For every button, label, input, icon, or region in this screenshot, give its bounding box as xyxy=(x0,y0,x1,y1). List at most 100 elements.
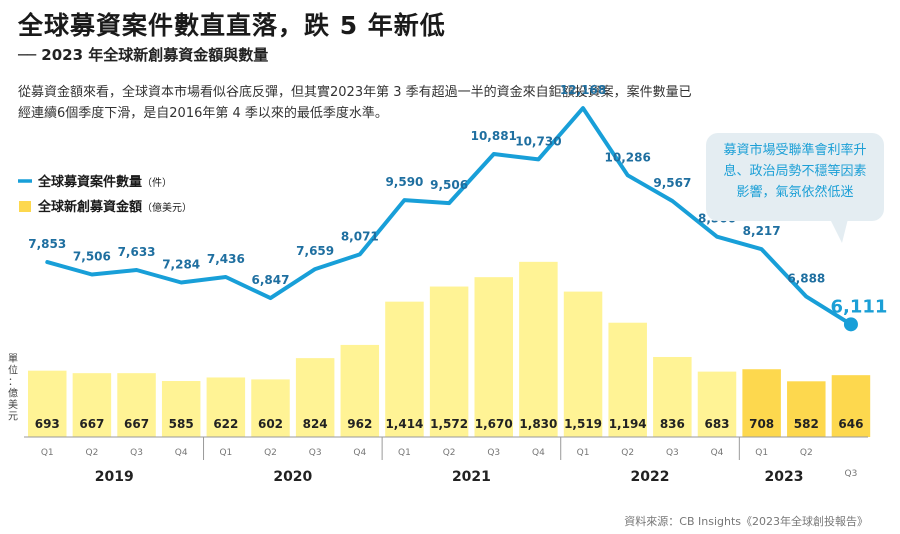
annotation-callout: 募資市場受聯準會利率升 息、政治局勢不穩等因素 影響，氣氛依然低迷 xyxy=(706,133,884,243)
intro-text: 從募資金額來看，全球資本市場看似谷底反彈，但其實2023年第 3 季有超過一半的… xyxy=(18,82,818,124)
x-axis: Q1 Q2 Q3 Q4 Q1 Q2 Q3 Q4 Q1 Q2 Q3 Q4 Q1 Q2 Q3 Q4 Q1 Q2 Q3 20… xyxy=(24,436,868,485)
bar-label-9: 1,572 xyxy=(430,417,468,431)
line-label-16: 8,217 xyxy=(743,224,781,238)
bar-16 xyxy=(742,369,781,437)
bar-label-16: 708 xyxy=(749,417,774,431)
line-label-14: 9,567 xyxy=(653,176,691,190)
bar-14 xyxy=(653,356,692,437)
bar-label-8: 1,414 xyxy=(385,417,423,431)
bar-4 xyxy=(206,377,246,437)
legend-bar-swatch xyxy=(19,201,31,212)
line-label-1: 7,506 xyxy=(73,250,111,264)
bar-label-7: 962 xyxy=(347,417,372,431)
tick-label-12: Q1 xyxy=(577,448,590,458)
intro-line-1: 從募資金額來看，全球資本市場看似谷底反彈，但其實2023年第 3 季有超過一半的… xyxy=(18,85,692,100)
bar-15 xyxy=(697,371,737,437)
bar-18 xyxy=(831,375,871,437)
bar-label-0: 693 xyxy=(35,417,60,431)
bar-label-17: 582 xyxy=(794,417,819,431)
line-label-5: 6,847 xyxy=(252,273,290,287)
unit-char: 單 xyxy=(8,353,18,365)
bar-label-6: 824 xyxy=(303,417,328,431)
tick-label-3: Q4 xyxy=(175,448,188,458)
line-series: 7,853 7,506 7,633 7,284 7,436 6,847 7,659 8,071… xyxy=(28,83,887,332)
tick-label-15: Q4 xyxy=(711,448,724,458)
intro-line-2: 經連續6個季度下滑，是自2016年第 4 季以來的最低季度水準。 xyxy=(18,106,388,121)
bar-3 xyxy=(161,381,201,437)
bar-series xyxy=(28,261,871,437)
bar-11 xyxy=(519,261,558,437)
tick-label-2: Q3 xyxy=(130,448,143,458)
bar-1 xyxy=(72,373,112,437)
line-label-9: 9,506 xyxy=(430,178,468,192)
callout-line-1: 募資市場受聯準會利率升 xyxy=(723,143,867,158)
bar-9 xyxy=(429,286,469,437)
bar-5 xyxy=(251,379,290,437)
tick-label-13: Q2 xyxy=(621,448,634,458)
unit-char: 位 xyxy=(8,364,18,377)
bar-6 xyxy=(295,358,335,437)
line-label-17: 6,888 xyxy=(787,272,825,286)
bar-8 xyxy=(385,301,424,437)
tick-label-8: Q1 xyxy=(398,448,411,458)
bar-2 xyxy=(117,373,156,437)
year-label-2020: 2020 xyxy=(273,469,312,485)
legend: 全球募資案件數量（件） 全球新創募資金額（億美元） xyxy=(18,174,192,215)
bar-label-1: 667 xyxy=(79,417,104,431)
bar-label-3: 585 xyxy=(169,417,194,431)
bar-label-5: 602 xyxy=(258,417,283,431)
callout-line-2: 息、政治局勢不穩等因素 xyxy=(723,164,867,179)
line-label-18: 6,111 xyxy=(830,296,887,317)
bar-13 xyxy=(608,322,647,437)
line-label-3: 7,284 xyxy=(162,257,200,271)
line-label-11: 10,730 xyxy=(515,134,561,148)
bar-7 xyxy=(340,344,380,437)
y-unit-label: 單位：億美元 xyxy=(8,353,18,423)
tick-label-17: Q2 xyxy=(800,448,813,458)
unit-char: 億 xyxy=(8,387,18,400)
bar-label-11: 1,830 xyxy=(519,417,557,431)
bar-label-2: 667 xyxy=(124,417,149,431)
line-label-13: 10,286 xyxy=(605,150,651,164)
tick-label-16: Q1 xyxy=(755,448,768,458)
tick-label-4: Q1 xyxy=(219,448,232,458)
tick-label-0: Q1 xyxy=(41,448,54,458)
callout-line-3: 影響，氣氛依然低迷 xyxy=(736,185,854,200)
legend-bar-label: 全球新創募資金額（億美元） xyxy=(37,199,192,215)
bar-label-14: 836 xyxy=(660,417,685,431)
tick-label-10: Q3 xyxy=(487,448,500,458)
line-end-dot xyxy=(843,317,858,332)
bar-17 xyxy=(787,381,826,437)
bar-label-13: 1,194 xyxy=(609,417,647,431)
line-label-10: 10,881 xyxy=(471,129,517,143)
bar-value-labels: 693 667 667 585 622 602 824 962 1,414 1,572 1,670 1… xyxy=(35,417,864,431)
chart-subtitle: ── 2023 年全球新創募資金額與數量 xyxy=(18,46,269,64)
legend-line-label: 全球募資案件數量（件） xyxy=(37,174,172,190)
chart-title: 全球募資案件數直直落，跌 5 年新低 xyxy=(18,11,446,40)
year-label-2023: 2023 xyxy=(764,469,803,485)
tick-label-1: Q2 xyxy=(85,448,98,458)
line-label-12: 12,168 xyxy=(560,83,606,97)
source-note: 資料來源：CB Insights《2023年全球創投報告》 xyxy=(624,515,868,528)
tick-label-5: Q2 xyxy=(264,448,277,458)
bar-label-10: 1,670 xyxy=(475,417,513,431)
tick-label-7: Q4 xyxy=(353,448,366,458)
line-path xyxy=(45,106,853,327)
year-label-2022: 2022 xyxy=(631,469,670,485)
tick-label-9: Q2 xyxy=(443,448,456,458)
line-label-2: 7,633 xyxy=(118,245,156,259)
bar-label-12: 1,519 xyxy=(564,417,602,431)
bar-12 xyxy=(563,291,603,437)
tick-label-18: Q3 xyxy=(845,469,858,479)
line-label-4: 7,436 xyxy=(207,252,245,266)
line-label-0: 7,853 xyxy=(28,237,66,251)
bar-10 xyxy=(474,277,513,437)
year-label-2019: 2019 xyxy=(95,469,134,485)
tick-label-11: Q4 xyxy=(532,448,545,458)
bar-label-4: 622 xyxy=(213,417,238,431)
line-label-6: 7,659 xyxy=(296,244,334,258)
bar-label-15: 683 xyxy=(704,417,729,431)
unit-char: ： xyxy=(8,377,18,388)
line-label-7: 8,071 xyxy=(341,229,379,243)
